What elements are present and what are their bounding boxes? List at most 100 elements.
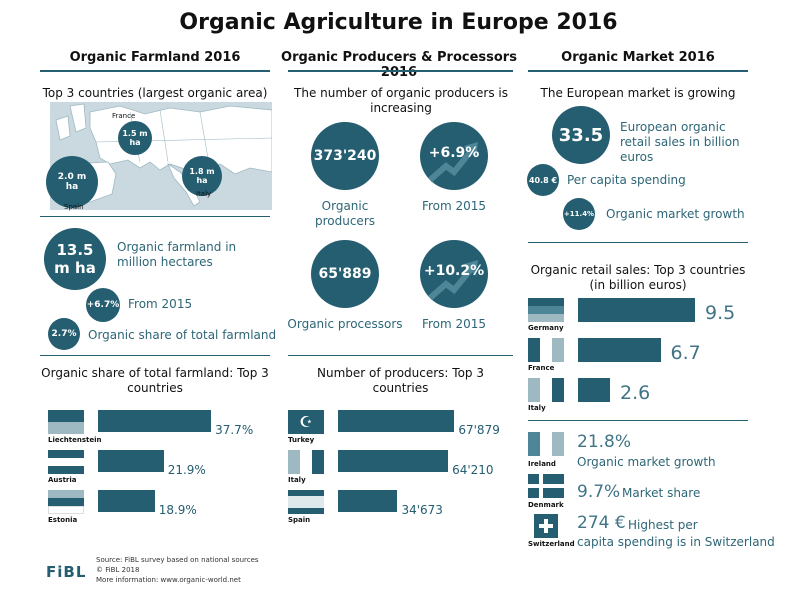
divider	[528, 242, 748, 243]
processors-growth-value: +10.2%	[423, 263, 485, 279]
bar-category-label: Liechtenstein	[48, 436, 102, 444]
map-bubble-spain: 2.0 m ha	[46, 156, 98, 208]
ireland-label: Ireland	[528, 460, 556, 468]
bar-value-label: 9.5	[705, 302, 736, 324]
producers-count-label: Organic producers	[314, 199, 376, 228]
producers-subtitle: The number of organic producers is incre…	[294, 86, 508, 115]
denmark-share-value: 9.7%	[577, 482, 621, 502]
bar-category-label: Italy	[528, 404, 546, 412]
bar-category-label: Estonia	[48, 516, 78, 524]
processors-growth-label: From 2015	[421, 317, 487, 331]
per-capita-bubble: 40.8 €	[527, 164, 559, 196]
switzerland-spending-label-1: Highest per	[628, 518, 698, 532]
divider	[40, 70, 270, 72]
bar-category-label: France	[528, 364, 555, 372]
ireland-growth-value: 21.8%	[577, 432, 632, 452]
bar-germany	[578, 298, 695, 322]
market-growth-label: Organic market growth	[606, 207, 745, 221]
bar-value-label: 21.9%	[167, 463, 206, 477]
germany-flag-icon	[528, 298, 564, 322]
chart-retail-sales: Germany 9.5 France 6.7 Italy 2.6	[528, 298, 753, 412]
map-subtitle: Top 3 countries (largest organic area)	[42, 86, 268, 100]
bar-category-label: Austria	[48, 476, 77, 484]
bar-category-label: Spain	[288, 516, 311, 524]
bar-value-label: 2.6	[620, 382, 651, 404]
column-heading-market: Organic Market 2016	[561, 50, 715, 65]
farmland-growth-bubble: +6.7%	[86, 288, 120, 322]
map-label-spain: Spain	[64, 203, 84, 211]
footer-copyright: © FiBL 2018	[96, 566, 140, 574]
divider	[288, 70, 513, 72]
bar-estonia	[98, 490, 155, 512]
market-growth-bubble: +11.4%	[563, 198, 595, 230]
footer-source: Source: FiBL survey based on national so…	[96, 556, 259, 564]
turkey-flag-icon: ☪	[288, 410, 324, 434]
denmark-share-label: Market share	[622, 486, 701, 500]
farmland-area-bubble: 13.5 m ha	[44, 228, 106, 290]
column-heading-producers: Organic Producers & Processors 2016	[281, 50, 517, 80]
bar-category-label: Turkey	[288, 436, 315, 444]
switzerland-spending-label-2: capita spending is in Switzerland	[577, 535, 775, 549]
farmland-share-label: Organic share of total farmland	[88, 328, 277, 342]
bar-france	[578, 338, 661, 362]
growth-arrow-icon	[420, 122, 488, 190]
bar-value-label: 37.7%	[215, 423, 254, 437]
bar-liechtenstein	[98, 410, 212, 432]
retail-sales-label: European organic retail sales in billion…	[620, 120, 740, 164]
estonia-flag-icon	[48, 490, 84, 514]
denmark-label: Denmark	[528, 501, 564, 509]
bar-value-label: 67'879	[458, 423, 500, 437]
bar-value-label: 6.7	[670, 342, 701, 364]
italy-flag-icon	[528, 378, 564, 402]
bar-spain	[338, 490, 398, 512]
retail-sales-bubble: 33.5	[552, 106, 610, 164]
chart-title-farmland-share: Organic share of total farmland: Top 3 c…	[41, 366, 269, 395]
per-capita-label: Per capita spending	[567, 173, 686, 187]
footer-more-info: More information: www.organic-world.net	[96, 576, 241, 584]
chart-farmland-share: Liechtenstein 37.7% Austria 21.9% Estoni…	[48, 410, 273, 524]
liechtenstein-flag-icon	[48, 410, 84, 434]
switzerland-spending-value: 274 €	[577, 513, 626, 533]
divider	[528, 420, 748, 421]
bar-italy-retail	[578, 378, 611, 402]
bar-italy	[338, 450, 449, 472]
divider	[288, 355, 513, 356]
map-bubble-france: 1.5 m ha	[118, 121, 152, 155]
chart-title-producers: Number of producers: Top 3 countries	[317, 366, 484, 395]
chart-title-retail: Organic retail sales: Top 3 countries (i…	[530, 263, 746, 292]
italy-flag-icon	[288, 450, 324, 474]
bar-value-label: 18.9%	[158, 503, 197, 517]
page-title: Organic Agriculture in Europe 2016	[179, 10, 618, 35]
chart-producers: ☪ Turkey 67'879 Italy 64'210 Spain 34'67…	[288, 410, 518, 524]
france-flag-icon	[528, 338, 564, 362]
growth-arrow-icon	[420, 240, 488, 308]
farmland-growth-label: From 2015	[128, 297, 193, 311]
bar-category-label: Italy	[288, 476, 306, 484]
fibl-logo: FiBL	[46, 563, 87, 581]
divider	[528, 70, 748, 72]
ireland-flag-icon	[528, 432, 564, 456]
market-subtitle: The European market is growing	[540, 86, 736, 100]
bar-turkey	[338, 410, 455, 432]
producers-growth-value: +6.9%	[428, 145, 480, 161]
divider	[40, 216, 270, 217]
producers-count-bubble: 373'240	[311, 122, 379, 190]
farmland-share-bubble: 2.7%	[48, 318, 80, 350]
divider	[40, 355, 270, 356]
spain-flag-icon	[288, 490, 324, 514]
switzerland-flag-icon	[534, 514, 558, 538]
farmland-area-label: Organic farmland in million hectares	[117, 240, 237, 269]
switzerland-label: Switzerland	[528, 540, 575, 548]
denmark-flag-icon	[528, 474, 564, 498]
producers-growth-label: From 2015	[421, 199, 487, 213]
ireland-growth-label: Organic market growth	[577, 455, 716, 469]
processors-count-label: Organic processors	[287, 317, 403, 331]
austria-flag-icon	[48, 450, 84, 474]
bar-value-label: 64'210	[452, 463, 494, 477]
map-label-france: France	[112, 112, 136, 120]
map-label-italy: Italy	[196, 190, 212, 198]
bar-austria	[98, 450, 164, 472]
bar-category-label: Germany	[528, 324, 564, 332]
column-heading-farmland: Organic Farmland 2016	[69, 50, 241, 65]
processors-count-bubble: 65'889	[311, 240, 379, 308]
